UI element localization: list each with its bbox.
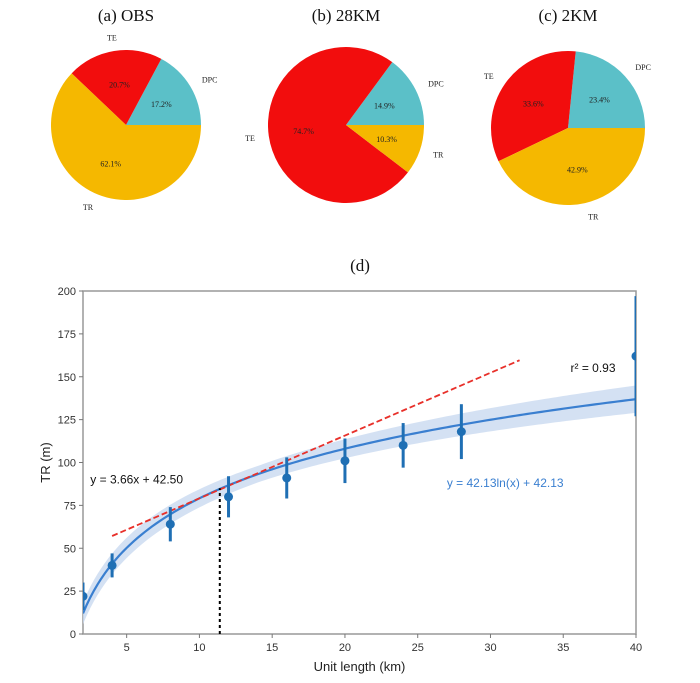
data-point: [165, 519, 175, 529]
y-tick-label: 50: [64, 543, 76, 555]
r2-annotation: r² = 0.93: [571, 361, 616, 375]
pie-category-label: TR: [588, 213, 599, 222]
linear-equation-label: y = 3.66x + 42.50: [90, 473, 183, 487]
pie-category-label: TR: [433, 151, 444, 160]
pie-chart-2km: 23.4% DPC 33.6% TE 42.9% TR: [484, 51, 651, 222]
pie-c-title: (c) 2KM: [538, 6, 598, 25]
pie-slice-te: [71, 50, 162, 125]
pie-value-label: 23.4%: [589, 96, 610, 105]
x-tick-label: 40: [630, 642, 642, 654]
pie-category-label: TR: [83, 203, 94, 212]
data-point: [340, 456, 350, 466]
pie-category-label: TE: [107, 34, 117, 43]
y-tick-label: 75: [64, 500, 76, 512]
data-point: [107, 560, 117, 570]
x-tick-label: 5: [124, 642, 130, 654]
pie-value-label: 42.9%: [567, 165, 588, 174]
data-point: [456, 427, 466, 437]
data-point: [83, 591, 88, 601]
pie-slice-dpc: [126, 58, 201, 126]
x-tick-label: 35: [557, 642, 569, 654]
data-point: [631, 351, 636, 361]
x-tick-label: 20: [339, 642, 351, 654]
linear-fit-line: [111, 359, 520, 537]
x-tick-label: 15: [266, 642, 278, 654]
pie-a-title: (a) OBS: [97, 6, 155, 25]
confidence-band: [83, 385, 636, 625]
pie-category-label: DPC: [202, 75, 218, 84]
pie-value-label: 62.1%: [100, 159, 121, 168]
x-tick-label: 10: [193, 642, 205, 654]
pie-slice-dpc: [568, 51, 645, 128]
pie-value-label: 10.3%: [376, 135, 397, 144]
pie-category-label: DPC: [428, 79, 444, 88]
pie-category-label: TE: [245, 134, 255, 143]
pie-category-label: TE: [484, 72, 494, 81]
pie-slice-te: [491, 51, 576, 162]
pie-value-label: 17.2%: [151, 100, 172, 109]
pie-value-label: 33.6%: [523, 100, 544, 109]
pie-value-label: 20.7%: [109, 80, 130, 89]
y-tick-label: 125: [58, 415, 76, 427]
data-point: [224, 492, 234, 502]
pie-chart-obs: 17.2% DPC 20.7% TE 62.1% TR: [51, 34, 218, 212]
y-tick-label: 175: [58, 329, 76, 341]
pie-slice-tr: [51, 73, 201, 200]
y-tick-label: 0: [70, 629, 76, 641]
log-equation-label: y = 42.13ln(x) + 42.13: [447, 476, 564, 490]
pie-value-label: 14.9%: [374, 102, 395, 111]
y-tick-label: 100: [58, 458, 76, 470]
pie-value-label: 74.7%: [293, 127, 314, 136]
pie-slice-te: [268, 46, 408, 203]
pie-slice-dpc: [346, 62, 424, 125]
pie-slice-tr: [498, 128, 645, 205]
y-tick-label: 25: [64, 586, 76, 598]
pie-b-title: (b) 28KM: [311, 6, 381, 25]
x-tick-label: 25: [412, 642, 424, 654]
pie-slice-tr: [346, 125, 424, 173]
y-tick-label: 200: [58, 286, 76, 298]
pie-category-label: DPC: [635, 63, 651, 72]
chart-d-title: (d): [350, 256, 370, 275]
plot-frame: [82, 290, 637, 635]
y-axis-label: TR (m): [38, 442, 53, 482]
log-fit-curve: [83, 398, 636, 614]
y-tick-label: 150: [58, 372, 76, 384]
x-axis-label: Unit length (km): [314, 659, 406, 674]
pie-chart-28km: 14.9% DPC 74.7% TE 10.3% TR: [245, 46, 444, 203]
data-point: [282, 473, 292, 483]
x-tick-label: 30: [484, 642, 496, 654]
data-point: [398, 440, 408, 450]
